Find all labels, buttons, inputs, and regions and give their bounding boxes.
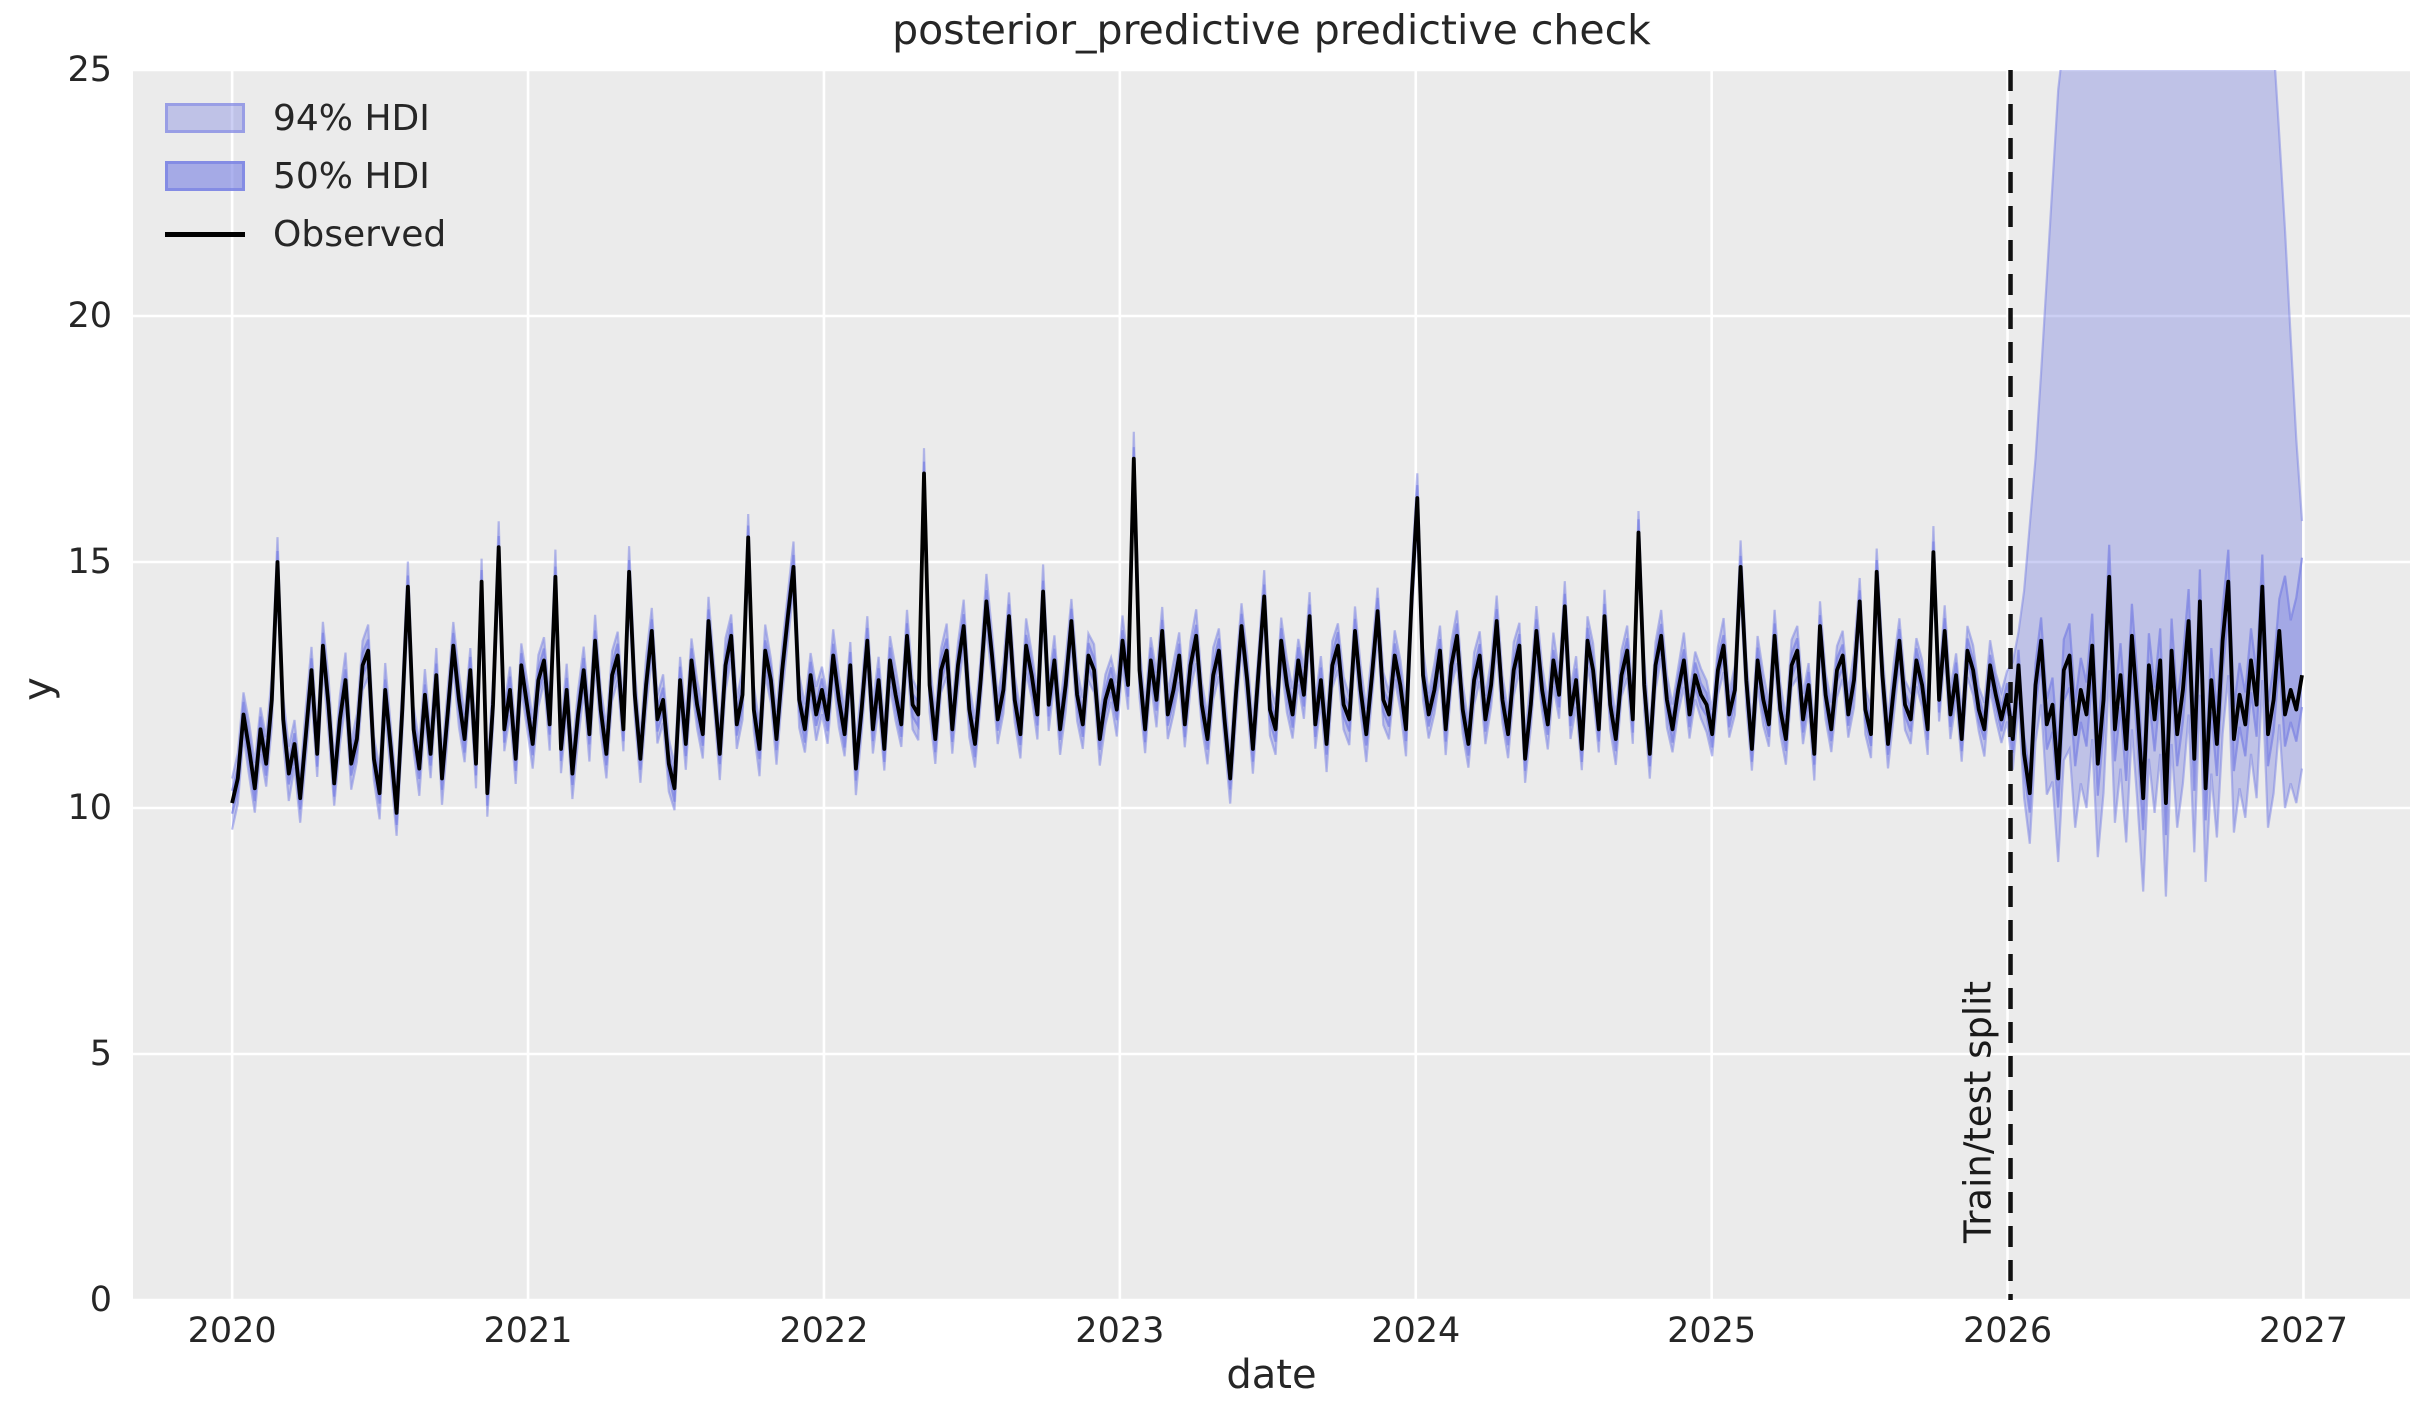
x-tick-label: 2022 xyxy=(779,1311,869,1351)
x-tick-label: 2026 xyxy=(1963,1311,2053,1351)
y-tick-label: 15 xyxy=(67,542,112,582)
x-tick-label: 2020 xyxy=(187,1311,277,1351)
x-tick-label: 2023 xyxy=(1075,1311,1165,1351)
legend-item-50-hdi: 50% HDI xyxy=(165,154,446,198)
y-tick-label: 10 xyxy=(67,788,112,828)
chart-title: posterior_predictive predictive check xyxy=(892,6,1651,54)
x-tick-label: 2021 xyxy=(483,1311,573,1351)
legend-label-observed: Observed xyxy=(273,213,447,255)
observed-line-icon xyxy=(165,231,245,237)
hdi94-swatch-icon xyxy=(165,103,245,133)
legend-label-50: 50% HDI xyxy=(273,155,430,197)
legend-label-94: 94% HDI xyxy=(273,97,430,139)
legend-item-94-hdi: 94% HDI xyxy=(165,96,446,140)
hdi94-band xyxy=(232,70,2302,897)
legend: 94% HDI 50% HDI Observed xyxy=(165,96,446,256)
y-tick-label: 5 xyxy=(89,1034,112,1074)
y-axis-label: y xyxy=(15,677,61,701)
legend-item-observed: Observed xyxy=(165,212,446,256)
hdi50-swatch-icon xyxy=(165,161,245,191)
x-tick-label: 2027 xyxy=(2258,1311,2348,1351)
y-tick-label: 25 xyxy=(67,50,112,90)
x-axis-label: date xyxy=(1226,1352,1317,1398)
y-tick-label: 0 xyxy=(89,1280,112,1320)
observed-line xyxy=(230,456,2304,815)
train-test-split-label: Train/test split xyxy=(1956,981,2000,1243)
y-tick-label: 20 xyxy=(67,296,112,336)
x-tick-label: 2024 xyxy=(1371,1311,1461,1351)
x-tick-label: 2025 xyxy=(1667,1311,1757,1351)
